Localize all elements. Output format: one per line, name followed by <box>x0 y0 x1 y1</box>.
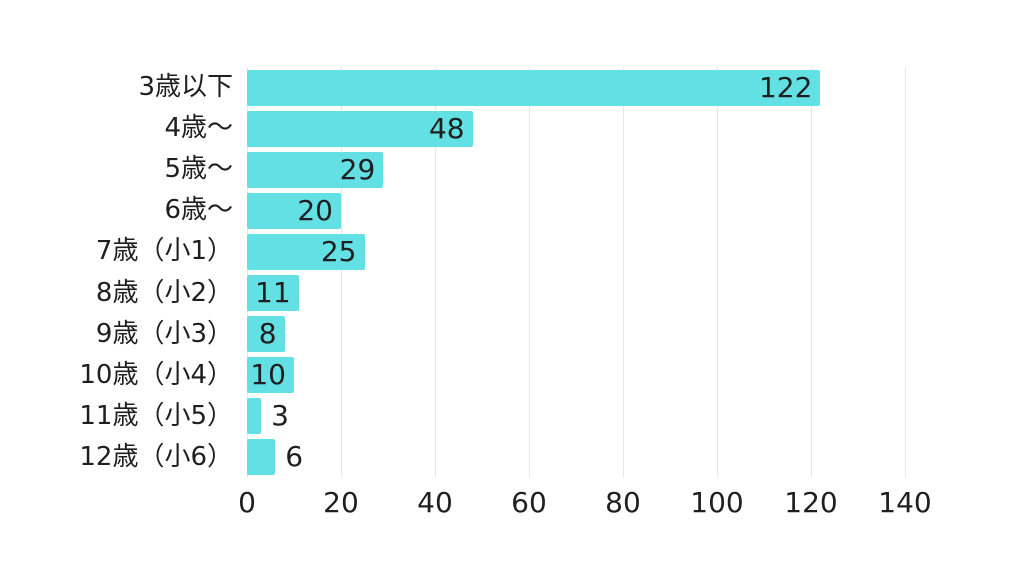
value-label: 29 <box>339 152 376 186</box>
x-tick-label: 80 <box>605 486 641 519</box>
gridline-x-60 <box>529 67 530 478</box>
category-label: 9歳（小3） <box>95 318 233 349</box>
x-tick-label: 120 <box>784 486 838 519</box>
bar <box>247 357 294 394</box>
category-label: 12歳（小6） <box>79 441 233 472</box>
value-label: 122 <box>758 70 813 104</box>
category-label: 4歳〜 <box>164 113 233 144</box>
bar <box>247 398 262 435</box>
bar <box>247 439 276 476</box>
gridline-x-40 <box>435 67 436 478</box>
gridline-x-120 <box>811 67 812 478</box>
x-tick-label: 0 <box>238 486 256 519</box>
bar <box>247 151 384 188</box>
x-tick-label: 20 <box>323 486 359 519</box>
value-label: 10 <box>250 358 286 392</box>
bar <box>247 110 473 147</box>
gridline-x-80 <box>623 67 624 478</box>
bar <box>247 275 299 312</box>
category-label: 10歳（小4） <box>79 359 233 390</box>
category-label: 6歳〜 <box>164 195 233 226</box>
category-label: 5歳〜 <box>164 154 233 185</box>
value-label: 8 <box>258 317 277 351</box>
category-label: 7歳（小1） <box>95 236 233 267</box>
gridline-x-20 <box>341 67 342 478</box>
value-label: 11 <box>255 276 291 310</box>
x-tick-label: 40 <box>417 486 453 519</box>
bar <box>247 233 365 270</box>
value-label: 48 <box>428 111 465 145</box>
value-label: 3 <box>271 399 289 433</box>
value-label: 25 <box>320 234 357 268</box>
category-label: 3歳以下 <box>138 72 233 102</box>
bar <box>247 69 821 106</box>
bar <box>247 316 285 353</box>
gridline-x-0 <box>247 67 248 478</box>
bar <box>247 192 341 229</box>
x-tick-label: 60 <box>511 486 547 519</box>
value-label: 6 <box>285 440 304 474</box>
category-label: 8歳（小2） <box>95 277 233 308</box>
value-label: 20 <box>297 193 333 227</box>
category-label: 11歳（小5） <box>79 400 233 431</box>
x-tick-label: 100 <box>690 486 744 519</box>
gridline-x-100 <box>717 67 718 478</box>
gridline-x-140 <box>905 67 906 478</box>
x-tick-label: 140 <box>878 486 932 519</box>
